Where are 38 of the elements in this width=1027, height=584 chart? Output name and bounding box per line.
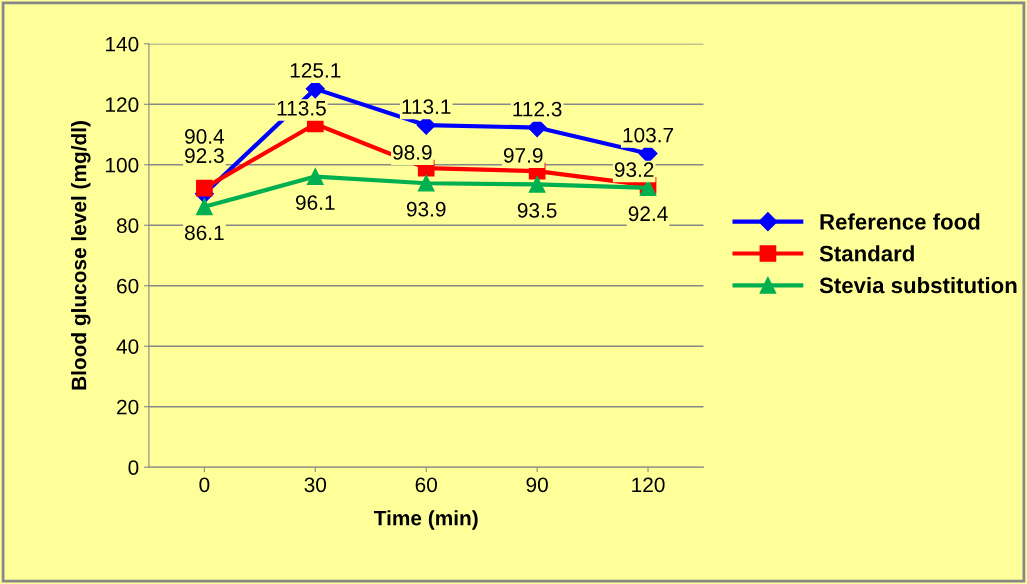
x-tick-label: 90 xyxy=(526,477,548,493)
data-label: 92.4 xyxy=(628,206,668,222)
data-label: 113.1 xyxy=(402,99,451,115)
x-tick-label: 0 xyxy=(199,477,210,493)
data-label: 103.7 xyxy=(623,127,674,143)
data-label: 98.9 xyxy=(393,145,432,160)
point xyxy=(417,174,435,192)
legend-label: Reference food xyxy=(820,213,980,230)
x-axis-title: Time (min) xyxy=(373,510,478,530)
y-tick-label: 80 xyxy=(116,218,139,234)
y-tick-label: 140 xyxy=(106,36,139,52)
y-tick-label: 100 xyxy=(106,157,139,173)
x-tick-label: 60 xyxy=(415,477,437,493)
point xyxy=(196,179,213,197)
data-label: 112.3 xyxy=(513,101,562,117)
y-tick-label: 120 xyxy=(106,97,139,113)
data-label: 125.1 xyxy=(290,63,341,78)
y-tick-label: 40 xyxy=(116,339,139,354)
data-label: 92.3 xyxy=(185,148,224,164)
legend-label: Stevia substitution xyxy=(819,276,1017,294)
data-label: 90.4 xyxy=(185,129,225,144)
data-label: 97.9 xyxy=(503,148,543,163)
data-label: 93.5 xyxy=(517,203,557,218)
data-label: 93.2 xyxy=(614,162,654,178)
y-axis-title: Blood glucose level (mg/dl) xyxy=(71,121,91,390)
point xyxy=(306,168,324,185)
data-label: 86.1 xyxy=(185,225,224,241)
legend-label: Standard xyxy=(819,245,914,262)
y-tick-label: 0 xyxy=(128,460,139,475)
data-label: 113.5 xyxy=(277,100,326,116)
x-tick-label: 120 xyxy=(632,477,665,493)
data-label: 93.9 xyxy=(406,201,446,217)
data-label: 96.1 xyxy=(295,195,335,210)
point xyxy=(528,176,546,193)
y-tick-label: 60 xyxy=(117,278,139,294)
y-tick-label: 20 xyxy=(117,399,139,415)
x-tick-label: 30 xyxy=(304,477,327,493)
point xyxy=(196,198,213,216)
